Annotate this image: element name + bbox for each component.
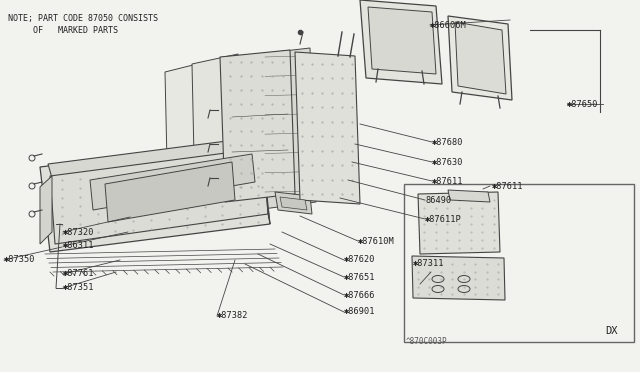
Text: ✱87666: ✱87666 [344, 291, 376, 299]
Text: ✱86901: ✱86901 [344, 308, 376, 317]
Text: ✱87651: ✱87651 [344, 273, 376, 282]
Polygon shape [280, 197, 307, 210]
Text: OF   MARKED PARTS: OF MARKED PARTS [8, 26, 118, 35]
Text: ✱87611: ✱87611 [432, 176, 463, 186]
Text: ✱86311: ✱86311 [63, 241, 95, 250]
Polygon shape [412, 256, 505, 300]
Polygon shape [48, 137, 265, 178]
Text: ✱87320: ✱87320 [63, 228, 95, 237]
Polygon shape [90, 154, 255, 210]
Polygon shape [105, 162, 235, 222]
Polygon shape [275, 192, 312, 214]
Polygon shape [448, 190, 490, 202]
Text: ✱87350: ✱87350 [4, 256, 35, 264]
Text: DX: DX [605, 326, 618, 336]
Polygon shape [40, 176, 52, 244]
Text: ✱87680: ✱87680 [432, 138, 463, 147]
Text: ✱87630: ✱87630 [432, 157, 463, 167]
Polygon shape [360, 0, 442, 84]
Polygon shape [295, 52, 360, 204]
Text: NOTE; PART CODE 87050 CONSISTS: NOTE; PART CODE 87050 CONSISTS [8, 14, 158, 23]
Text: ✱87611: ✱87611 [492, 182, 524, 190]
Text: ✱87611P: ✱87611P [425, 215, 461, 224]
Polygon shape [192, 54, 241, 204]
Polygon shape [258, 48, 316, 209]
Text: ✱86606M: ✱86606M [430, 20, 467, 29]
Text: ✱87351: ✱87351 [63, 283, 95, 292]
Polygon shape [40, 140, 270, 252]
Bar [404, 184, 634, 342]
Text: ✱87382: ✱87382 [217, 311, 248, 321]
Polygon shape [368, 7, 436, 74]
Polygon shape [50, 148, 268, 244]
Polygon shape [262, 148, 270, 224]
Text: ✱87650: ✱87650 [567, 99, 598, 109]
Polygon shape [455, 22, 506, 94]
Text: ✱87311: ✱87311 [413, 260, 445, 269]
Polygon shape [448, 16, 512, 100]
Polygon shape [418, 192, 500, 254]
Text: 86490: 86490 [425, 196, 451, 205]
Text: ✱87761: ✱87761 [63, 269, 95, 279]
Polygon shape [165, 62, 208, 208]
Text: ✱87610M: ✱87610M [358, 237, 395, 246]
Text: ^870C003P: ^870C003P [406, 337, 447, 346]
Text: ✱87620: ✱87620 [344, 256, 376, 264]
Polygon shape [220, 50, 295, 202]
